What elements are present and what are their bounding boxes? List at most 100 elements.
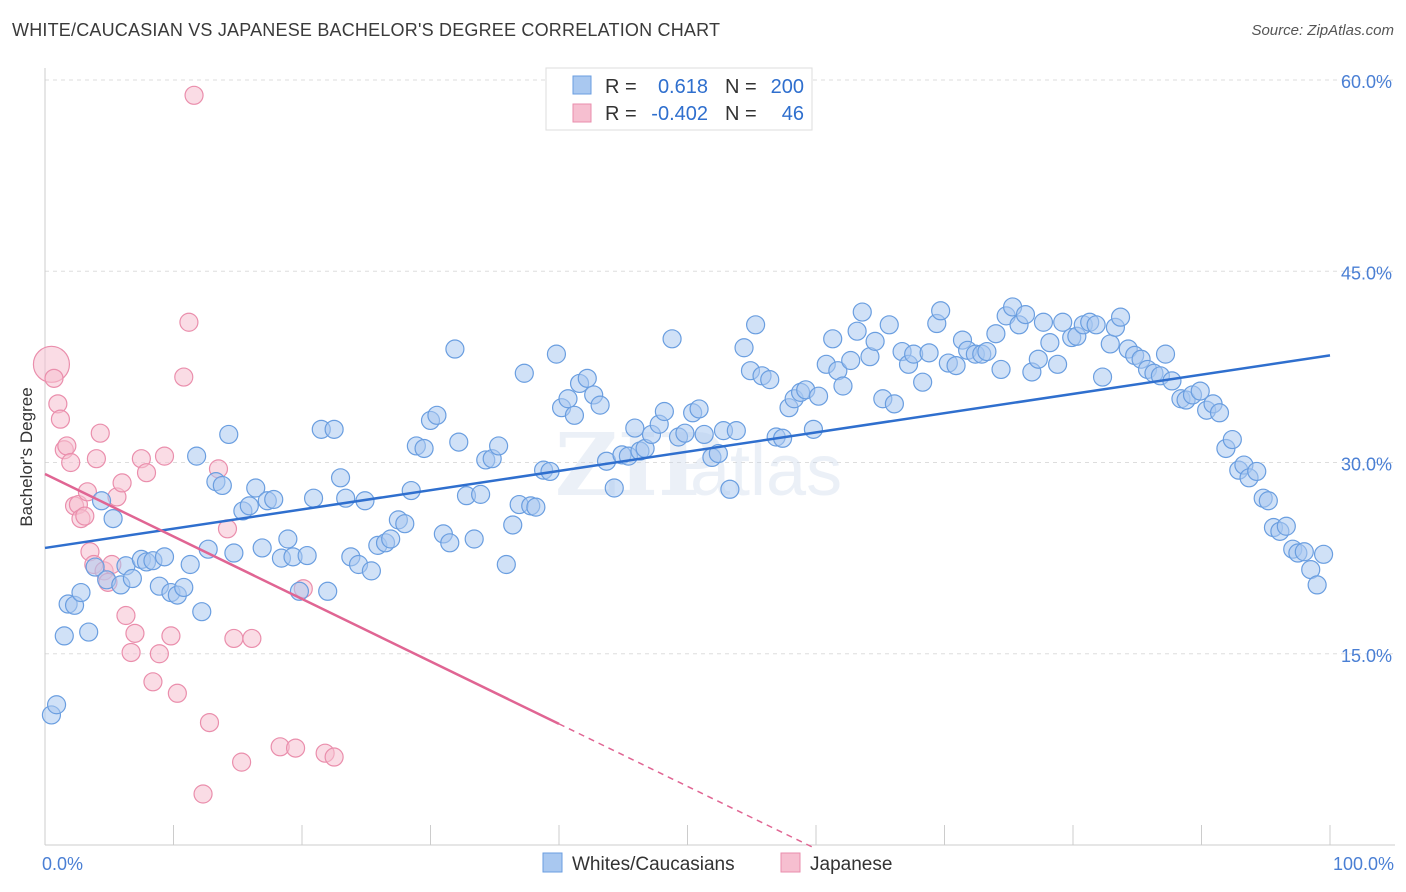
whites-point-5 <box>71 582 91 603</box>
japanese-point-6 <box>61 452 81 473</box>
y-tick-label-3: 60.0% <box>1341 72 1392 92</box>
whites-point-71 <box>496 554 516 575</box>
series-whites-points <box>41 297 1334 725</box>
whites-point-41 <box>303 488 324 508</box>
whites-point-63 <box>445 339 465 359</box>
japanese-point-23 <box>125 623 145 643</box>
legend-row2-r-label: R = <box>605 103 637 125</box>
whites-point-27 <box>212 475 232 496</box>
whites-point-13 <box>122 568 142 589</box>
japanese-point-27 <box>149 644 169 664</box>
legend-row1-n-value: 200 <box>771 76 804 98</box>
watermark-atlas: atlas <box>690 431 842 511</box>
legend-row2-n-value: 46 <box>782 103 804 125</box>
japanese-point-28 <box>154 446 175 466</box>
legend-swatch-blue <box>572 75 592 95</box>
whites-point-97 <box>662 329 682 349</box>
x-tick-label-left: 0.0% <box>42 854 83 874</box>
whites-point-2 <box>54 626 74 646</box>
whites-point-106 <box>720 479 740 499</box>
japanese-trend-line-extension <box>558 723 817 850</box>
whites-point-22 <box>180 554 200 575</box>
whites-point-60 <box>427 405 447 425</box>
whites-point-72 <box>503 515 523 535</box>
whites-point-120 <box>808 386 829 406</box>
whites-point-79 <box>546 344 567 364</box>
whites-point-21 <box>174 577 194 598</box>
japanese-point-3 <box>50 409 71 429</box>
x-tick-label-right: 100.0% <box>1333 854 1394 874</box>
whites-point-58 <box>414 438 434 459</box>
whites-point-184 <box>1222 429 1242 450</box>
legend-swatch-pink <box>572 103 592 123</box>
whites-point-67 <box>471 484 491 504</box>
whites-point-167 <box>1110 307 1131 327</box>
whites-point-155 <box>1033 312 1054 332</box>
whites-point-43 <box>318 581 338 601</box>
whites-point-40 <box>297 545 317 566</box>
legend: R = 0.618 N = 200 R = -0.402 N = 46 <box>545 67 813 131</box>
whites-point-196 <box>1294 542 1314 562</box>
whites-point-84 <box>577 368 597 388</box>
whites-point-18 <box>154 547 175 567</box>
whites-point-198 <box>1307 575 1327 595</box>
whites-point-88 <box>604 478 624 498</box>
japanese-point-26 <box>143 672 163 692</box>
whites-point-152 <box>1015 305 1036 325</box>
whites-point-164 <box>1092 367 1113 387</box>
whites-point-28 <box>219 424 239 445</box>
y-axis-title: Bachelor's Degree <box>17 387 36 526</box>
whites-point-81 <box>558 389 578 409</box>
japanese-point-10 <box>75 506 95 526</box>
whites-point-6 <box>79 622 99 642</box>
whites-point-44 <box>324 419 344 439</box>
whites-point-147 <box>986 324 1006 344</box>
whites-point-107 <box>726 421 746 441</box>
legend-row2-r-value: -0.402 <box>651 103 708 125</box>
whites-point-29 <box>224 543 244 563</box>
whites-point-146 <box>977 341 997 362</box>
x-tick-labels: 0.0% 100.0% <box>42 854 1394 874</box>
whites-point-110 <box>746 315 766 335</box>
chart-title: WHITE/CAUCASIAN VS JAPANESE BACHELOR'S D… <box>12 20 721 40</box>
whites-point-163 <box>1086 315 1106 335</box>
whites-point-148 <box>991 359 1011 380</box>
japanese-point-45 <box>324 747 344 767</box>
chart-source: Source: ZipAtlas.com <box>1251 22 1394 39</box>
whites-point-124 <box>833 376 853 396</box>
whites-point-35 <box>264 489 284 510</box>
whites-point-45 <box>330 468 351 488</box>
whites-point-179 <box>1190 381 1210 401</box>
whites-point-64 <box>449 432 469 452</box>
whites-point-112 <box>760 370 780 390</box>
whites-point-125 <box>841 350 861 371</box>
whites-point-157 <box>1047 354 1068 374</box>
japanese-point-29 <box>161 626 181 646</box>
japanese-point-5 <box>57 436 77 456</box>
japanese-point-22 <box>121 642 141 663</box>
whites-point-102 <box>694 424 714 445</box>
whites-point-156 <box>1040 333 1060 353</box>
bottom-legend-swatch-blue <box>542 852 563 873</box>
whites-trend-line <box>44 354 1331 550</box>
y-tick-label-2: 45.0% <box>1341 263 1392 283</box>
japanese-point-34 <box>193 784 213 804</box>
whites-point-127 <box>852 302 872 322</box>
bottom-legend-label-blue: Whites/Caucasians <box>572 854 735 875</box>
whites-point-37 <box>278 529 298 549</box>
whites-point-55 <box>395 514 415 534</box>
whites-point-33 <box>252 538 272 558</box>
bottom-legend-label-pink: Japanese <box>810 854 892 875</box>
whites-point-53 <box>381 529 401 549</box>
whites-point-66 <box>464 529 484 549</box>
japanese-point-32 <box>179 312 199 332</box>
whites-point-24 <box>192 602 212 622</box>
whites-point-56 <box>401 480 421 501</box>
grid-lines <box>45 79 1395 655</box>
whites-point-165 <box>1100 334 1120 354</box>
whites-point-137 <box>919 343 939 363</box>
watermark: ZIP atlas <box>555 415 842 516</box>
whites-point-136 <box>913 372 933 392</box>
trend-lines <box>44 354 1331 850</box>
